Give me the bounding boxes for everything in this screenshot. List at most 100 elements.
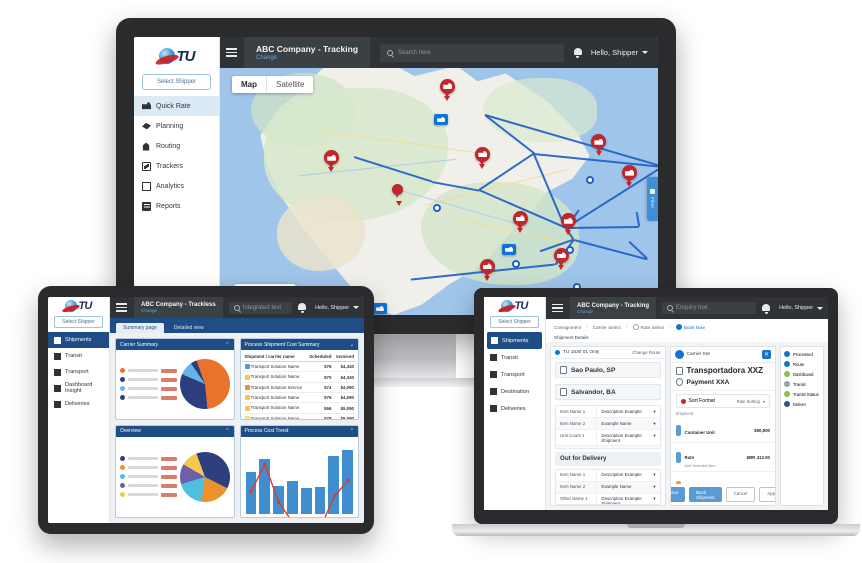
sidebar-item-routing[interactable]: Routing	[134, 136, 219, 156]
map-truck-pin[interactable]	[479, 258, 495, 281]
field-row[interactable]: Other Name 1 Description Example Shipment…	[556, 493, 660, 504]
map-truck-pin[interactable]	[440, 78, 456, 101]
carrier-list-item[interactable]: Item NameUnit Selected Item$multiple 012…	[671, 472, 775, 484]
sidebar-item-deliveries[interactable]: Deliveries	[48, 396, 109, 412]
search-input[interactable]: Enquiry text	[662, 302, 757, 314]
sidebar-item-shipments[interactable]: Shipments	[48, 332, 109, 348]
map-blue-pin[interactable]	[502, 243, 517, 255]
bell-icon[interactable]	[298, 303, 307, 313]
origin-field[interactable]: Sao Paulo, SP	[555, 362, 661, 378]
field-row[interactable]: Item Name 1 Description Example ▾	[556, 469, 660, 482]
sidebar-item-transit[interactable]: Transit	[484, 349, 545, 366]
chevron-down-icon[interactable]	[353, 306, 359, 309]
select-shipper-button[interactable]: Select Shipper	[490, 316, 539, 328]
chevron-down-icon[interactable]	[642, 51, 648, 54]
map-truck-pin[interactable]	[324, 150, 340, 173]
select-shipper-button[interactable]: Select Shipper	[142, 74, 211, 90]
map-blue-pin[interactable]	[372, 303, 387, 315]
field-row[interactable]: Item Name 1 Description Example ▾	[556, 406, 660, 418]
close-icon[interactable]: ✕	[762, 350, 771, 359]
map-truck-pin[interactable]	[475, 146, 491, 169]
chevron-down-icon[interactable]: ▾	[653, 496, 656, 502]
action-buttons[interactable]: PreviousBook ShipmentCancelApprove	[670, 484, 775, 505]
sidebar-item-transport[interactable]: Transport	[484, 366, 545, 383]
breadcrumb-step[interactable]: Consignment	[554, 325, 581, 330]
sidebar-item-planning[interactable]: Planning	[134, 116, 219, 136]
change-link[interactable]: Change	[577, 308, 594, 314]
hamburger-menu-icon[interactable]	[552, 303, 563, 313]
brand-logo[interactable]: TU	[484, 297, 545, 314]
map-truck-pin[interactable]	[591, 134, 607, 157]
tab-summary-page[interactable]: Summary page	[116, 323, 164, 333]
table-row[interactable]: Transport Solution Name 576 $4,090	[242, 392, 356, 404]
breadcrumb[interactable]: Consignment › Carrier Select › Rate Select › B…	[546, 319, 828, 335]
chevron-down-icon[interactable]: ▾	[653, 420, 656, 426]
chevron-down-icon[interactable]: ▾	[653, 472, 656, 478]
map-tab-map[interactable]: Map	[241, 80, 257, 89]
action-button[interactable]: Cancel	[725, 487, 756, 502]
sidebar-item-deliveries[interactable]: Deliveries	[484, 400, 545, 417]
sort-select[interactable]: Sort Format Rate Sorting ▾	[675, 394, 770, 408]
map-route-node[interactable]	[586, 176, 595, 185]
breadcrumb-step[interactable]: Carrier Select	[593, 325, 621, 330]
user-menu-label[interactable]: Hello, Shipper	[315, 304, 349, 311]
hamburger-menu-icon[interactable]	[116, 303, 127, 312]
search-input[interactable]: Search here	[380, 43, 564, 62]
status-legend-row[interactable]: Deliver	[784, 401, 820, 407]
field-row[interactable]: Item Name 2 Example Name ▾	[556, 481, 660, 494]
carrier-list-item[interactable]: Container Unit $90,900	[670, 418, 775, 443]
bell-icon[interactable]	[573, 48, 582, 58]
breadcrumb-step[interactable]: Book Now	[675, 324, 705, 330]
table-row[interactable]: Transport Solution Service 574 $4,090	[242, 382, 356, 394]
bell-icon[interactable]	[762, 303, 771, 314]
action-button[interactable]: Approve	[759, 487, 775, 502]
card-collapse-icon[interactable]: ⌃	[225, 428, 230, 435]
sidebar-item-reports[interactable]: Reports	[134, 196, 219, 216]
map-truck-pin[interactable]	[622, 165, 638, 188]
card-collapse-icon[interactable]: ⌃	[349, 428, 354, 435]
sidebar-item-trackers[interactable]: Trackers	[134, 156, 219, 176]
change-link[interactable]: Change	[256, 55, 278, 61]
change-route-link[interactable]: Change Route	[632, 350, 661, 355]
status-legend-row[interactable]: Route	[784, 361, 820, 367]
map-route-node[interactable]	[511, 260, 520, 269]
map-blue-pin[interactable]	[434, 114, 449, 126]
sidebar-item-shipments[interactable]: Shipments	[487, 332, 542, 349]
sidebar-item-transit[interactable]: Transit	[48, 348, 109, 364]
status-legend-row[interactable]: Transit Status	[784, 391, 820, 397]
search-input[interactable]: Integrated text	[228, 301, 293, 314]
user-menu-label[interactable]: Hello, Shipper	[590, 48, 638, 57]
sidebar-item-analytics[interactable]: Analytics	[134, 176, 219, 196]
card-export-label[interactable]: ⌄	[349, 341, 354, 348]
map-filter-tab[interactable]: Filter	[647, 176, 658, 221]
hamburger-menu-icon[interactable]	[226, 48, 237, 57]
map-truck-pin[interactable]	[512, 210, 528, 233]
map-route-node[interactable]	[566, 245, 575, 254]
map-view-toggle[interactable]: Map Satellite	[232, 76, 314, 93]
chevron-down-icon[interactable]: ▾	[653, 484, 656, 490]
map-truck-pin[interactable]	[554, 247, 570, 270]
table-row[interactable]: Transport Solution Name 556 $5,090	[242, 402, 356, 414]
chevron-down-icon[interactable]: ▾	[762, 398, 765, 404]
chevron-down-icon[interactable]: ▾	[653, 408, 656, 414]
map-tab-satellite[interactable]: Satellite	[266, 76, 313, 93]
chevron-down-icon[interactable]: ▾	[653, 432, 656, 438]
table-row[interactable]: Transport Solution Name 578 $5,090	[242, 413, 356, 419]
sidebar-item-destination[interactable]: Destination	[484, 383, 545, 400]
select-shipper-button[interactable]: Select Shipper	[54, 316, 103, 328]
action-button[interactable]: Previous	[670, 487, 686, 502]
field-row[interactable]: Unit Count 1 Description Example Shipment…	[556, 430, 660, 446]
brand-logo[interactable]: TU	[134, 37, 219, 71]
sidebar-item-quick-rate[interactable]: Quick Rate	[134, 96, 219, 116]
table-row[interactable]: Transport Solution Name 576 $4,340	[242, 361, 356, 373]
table-row[interactable]: Transport Solution Name 570 $4,340	[242, 371, 356, 383]
map-truck-pin[interactable]	[560, 213, 576, 236]
status-legend-row[interactable]: Dashboard	[784, 371, 820, 377]
map-canvas[interactable]: Map Satellite	[220, 68, 658, 315]
user-menu-label[interactable]: Hello, Shipper	[779, 305, 813, 311]
status-legend-row[interactable]: Processed	[784, 351, 820, 357]
tablet-tabs[interactable]: Summary page Detailed view	[110, 318, 364, 333]
field-row[interactable]: Item Name 2 Example Name ▾	[556, 418, 660, 430]
map-pin[interactable]	[391, 183, 403, 206]
action-button[interactable]: Book Shipment	[689, 487, 722, 502]
